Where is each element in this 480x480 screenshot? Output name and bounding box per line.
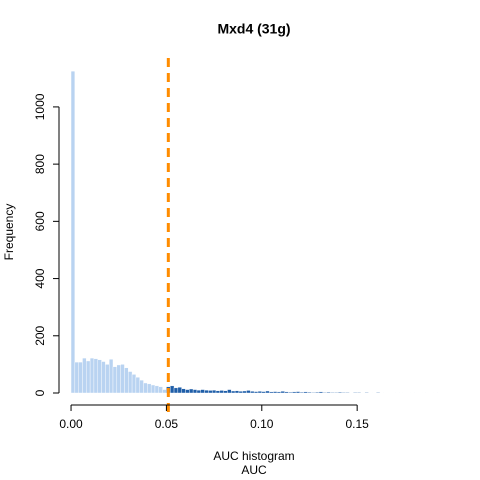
bar <box>158 386 163 394</box>
bar <box>89 357 95 394</box>
bar <box>223 390 228 394</box>
y-tick-label: 0 <box>33 389 47 396</box>
bar <box>376 392 381 394</box>
bar <box>238 391 243 394</box>
y-axis-label: Frequency <box>2 204 16 261</box>
bar <box>231 390 236 394</box>
y-tick-label: 600 <box>33 211 47 231</box>
bar <box>261 391 266 394</box>
bar <box>70 70 76 394</box>
bar <box>173 387 179 394</box>
bar <box>120 364 125 394</box>
bar <box>273 391 278 394</box>
bar <box>269 391 274 394</box>
y-tick-label: 400 <box>33 268 47 288</box>
x-tick-label: 0.15 <box>345 417 369 431</box>
x-tick-label: 0.10 <box>250 417 274 431</box>
y-tick-label: 800 <box>33 154 47 174</box>
bar <box>246 390 251 394</box>
bar <box>211 389 217 394</box>
bar <box>128 371 133 394</box>
bar <box>196 389 201 394</box>
bar <box>78 361 83 394</box>
bar <box>318 391 324 394</box>
bar <box>227 389 232 394</box>
bar <box>200 389 205 394</box>
bar <box>307 391 312 394</box>
chart-title: Mxd4 (31g) <box>217 21 290 37</box>
bar <box>185 389 190 394</box>
bar <box>265 390 270 394</box>
bar <box>124 367 129 394</box>
bar <box>97 359 102 394</box>
bar <box>108 359 114 394</box>
bar <box>135 377 140 394</box>
bar <box>74 361 79 394</box>
bar <box>86 360 91 394</box>
subtitle: AUC histogram <box>213 449 294 463</box>
bar <box>345 392 350 394</box>
bar <box>154 385 159 394</box>
bar <box>292 391 297 394</box>
bar <box>284 391 289 394</box>
bar <box>303 391 308 394</box>
bar <box>131 374 137 394</box>
bar <box>364 392 369 394</box>
bar <box>139 379 144 394</box>
x-tick-label: 0.05 <box>155 417 179 431</box>
bar <box>337 391 343 394</box>
bar <box>234 390 240 394</box>
bar <box>242 390 247 394</box>
bar <box>177 387 182 394</box>
bar <box>334 392 339 394</box>
bar <box>280 391 285 394</box>
bar <box>189 388 194 394</box>
bar <box>143 382 148 394</box>
bar <box>150 384 156 394</box>
bar <box>101 361 106 394</box>
bar <box>181 388 186 394</box>
bar <box>93 358 98 394</box>
bar <box>295 391 301 394</box>
bar <box>204 389 209 394</box>
bar <box>330 392 335 394</box>
bar <box>276 391 282 394</box>
bar <box>253 391 259 394</box>
bar <box>314 391 320 394</box>
bar <box>219 390 224 394</box>
bar <box>311 392 316 394</box>
bar <box>288 391 293 394</box>
bar <box>341 392 346 394</box>
bar <box>356 392 362 394</box>
bar <box>147 383 152 394</box>
x-tick-label: 0.00 <box>59 417 83 431</box>
bar <box>299 391 304 394</box>
bar <box>208 390 213 394</box>
bar <box>162 389 167 394</box>
bar <box>105 364 110 394</box>
bar <box>170 385 175 394</box>
bar <box>116 364 121 394</box>
bar <box>326 391 331 394</box>
bar <box>82 357 87 394</box>
bar <box>215 390 221 394</box>
y-tick-label: 200 <box>33 325 47 345</box>
bar <box>112 366 118 394</box>
bar <box>250 391 255 394</box>
x-axis-label: AUC <box>241 463 267 477</box>
bar <box>257 391 262 394</box>
bar <box>322 392 327 394</box>
bar <box>192 389 198 394</box>
bar <box>353 392 358 394</box>
y-tick-label: 1000 <box>33 93 47 120</box>
